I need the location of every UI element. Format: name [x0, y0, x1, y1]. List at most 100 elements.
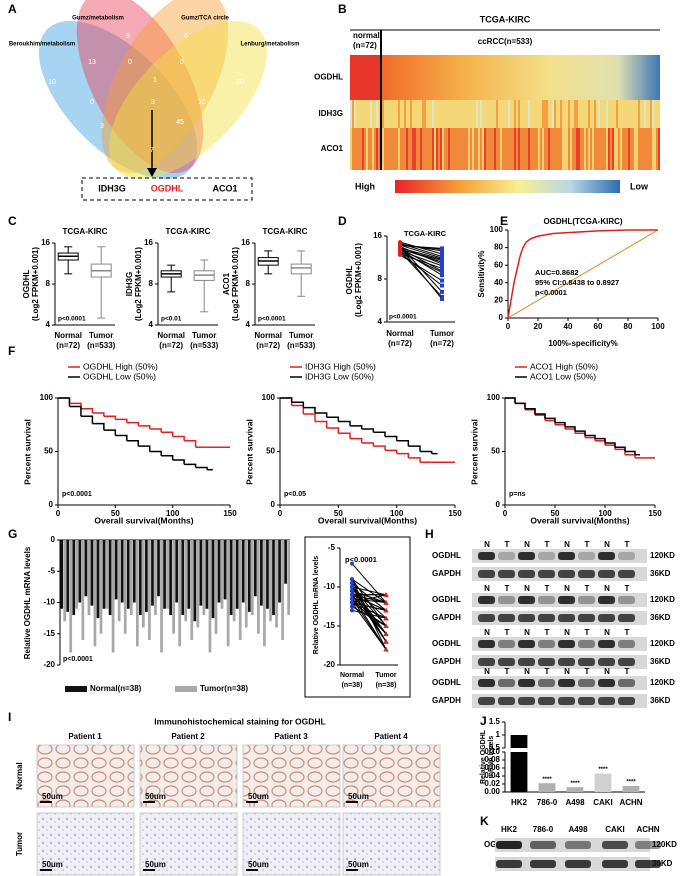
- heat-cell: [414, 100, 416, 128]
- blot-band: [518, 614, 535, 622]
- heat-cell: [470, 100, 472, 128]
- heat-cell: [384, 128, 386, 170]
- pair-line: [351, 590, 387, 642]
- km-step: [303, 406, 316, 413]
- bar: [226, 540, 230, 647]
- y-tick-label: 8: [246, 279, 251, 288]
- bar: [253, 540, 257, 597]
- bar: [84, 540, 88, 597]
- km-step: [420, 450, 433, 454]
- heat-cell: [624, 100, 626, 128]
- lane-label: N: [604, 540, 610, 549]
- km-step: [505, 397, 516, 404]
- km-step: [69, 405, 82, 417]
- legend-label: OGDHL Low (50%): [83, 371, 156, 381]
- bar: [87, 540, 91, 615]
- y-tick-label: 0: [51, 535, 56, 544]
- y-tick-label: -5: [328, 543, 336, 552]
- heat-cell: [460, 100, 462, 128]
- heat-cell: [364, 100, 366, 128]
- heat-cell: [500, 128, 502, 170]
- heat-cell: [508, 128, 510, 170]
- blot-band: [558, 596, 575, 604]
- bar: [257, 540, 260, 634]
- ihc-image: [139, 812, 238, 876]
- heat-cell: [388, 100, 390, 128]
- y-tick-label: 16: [144, 238, 153, 247]
- point: [383, 600, 389, 605]
- y-tick-label: -15: [323, 621, 335, 630]
- legend-label: IDH3G Low (50%): [305, 371, 374, 381]
- legend-label: ACO1 Low (50%): [530, 371, 596, 381]
- bar: [66, 540, 70, 612]
- x-tick-label: (n=72): [256, 341, 280, 350]
- y-tick-label: 50: [266, 447, 275, 456]
- y-tick-label: 60: [494, 260, 503, 269]
- bar: [160, 540, 163, 653]
- row-label: OGDHL: [432, 551, 461, 560]
- heat-cell: [648, 128, 650, 170]
- heat-cell: [412, 100, 414, 128]
- heat-cell: [452, 100, 454, 128]
- heat-cell: [372, 100, 374, 128]
- km-step: [103, 415, 117, 420]
- ihc-image: [36, 744, 135, 808]
- blot-band: [530, 860, 556, 868]
- lane-label: N: [484, 584, 490, 593]
- km-step: [605, 442, 616, 448]
- bar: [75, 540, 79, 609]
- legend-label: ACO1 High (50%): [530, 361, 598, 371]
- lane-label: T: [585, 584, 590, 593]
- heat-cell: [654, 128, 656, 170]
- bar: [145, 540, 148, 612]
- x-tick-label: (n=72): [159, 341, 183, 350]
- heat-cell: [624, 128, 626, 170]
- y-tick-label: -20: [323, 660, 335, 669]
- heat-cell: [658, 128, 660, 170]
- bar: [235, 540, 239, 609]
- km-step: [535, 414, 546, 421]
- point: [350, 608, 354, 613]
- km-step: [408, 445, 421, 452]
- pair-line: [399, 245, 443, 249]
- heat-cell: [480, 100, 482, 128]
- panel-letter: F: [8, 344, 15, 358]
- heat-cell: [656, 100, 658, 128]
- blot-band: [518, 658, 535, 666]
- heat-cell: [540, 128, 542, 170]
- bar: [281, 540, 284, 640]
- bar: [260, 540, 263, 606]
- scale-bar: [40, 869, 52, 871]
- heat-cell: [572, 128, 574, 170]
- heat-cell: [620, 128, 622, 170]
- point: [350, 577, 354, 582]
- heat-cell: [616, 100, 618, 128]
- km-step: [545, 419, 556, 425]
- venn-shapes: [38, 0, 268, 180]
- scale-bar: [246, 801, 258, 803]
- bar: [142, 540, 145, 628]
- heat-cell: [394, 128, 396, 170]
- lane-label: A498: [568, 825, 588, 834]
- heat-cell: [534, 128, 536, 170]
- x-tick-label: 50: [334, 509, 343, 518]
- heat-cell: [378, 128, 380, 170]
- point: [440, 263, 444, 268]
- blot-band: [565, 841, 591, 849]
- bar: [223, 540, 227, 600]
- x-tick-label: (n=72): [430, 339, 454, 348]
- heat-cell: [484, 100, 486, 128]
- gene-label: ACO1: [212, 183, 237, 193]
- heat-cell: [506, 100, 508, 128]
- x-tick-label: 0: [503, 509, 508, 518]
- lane-label: T: [625, 584, 630, 593]
- x-tick-label: HK2: [511, 798, 528, 807]
- lane-label: N: [604, 667, 610, 676]
- blot-band: [518, 552, 535, 560]
- heat-cell: [512, 128, 514, 170]
- point: [440, 273, 444, 278]
- heat-cell: [604, 100, 606, 128]
- lane-label: T: [505, 667, 510, 676]
- heat-cell: [540, 100, 542, 128]
- heat-cell: [586, 128, 588, 170]
